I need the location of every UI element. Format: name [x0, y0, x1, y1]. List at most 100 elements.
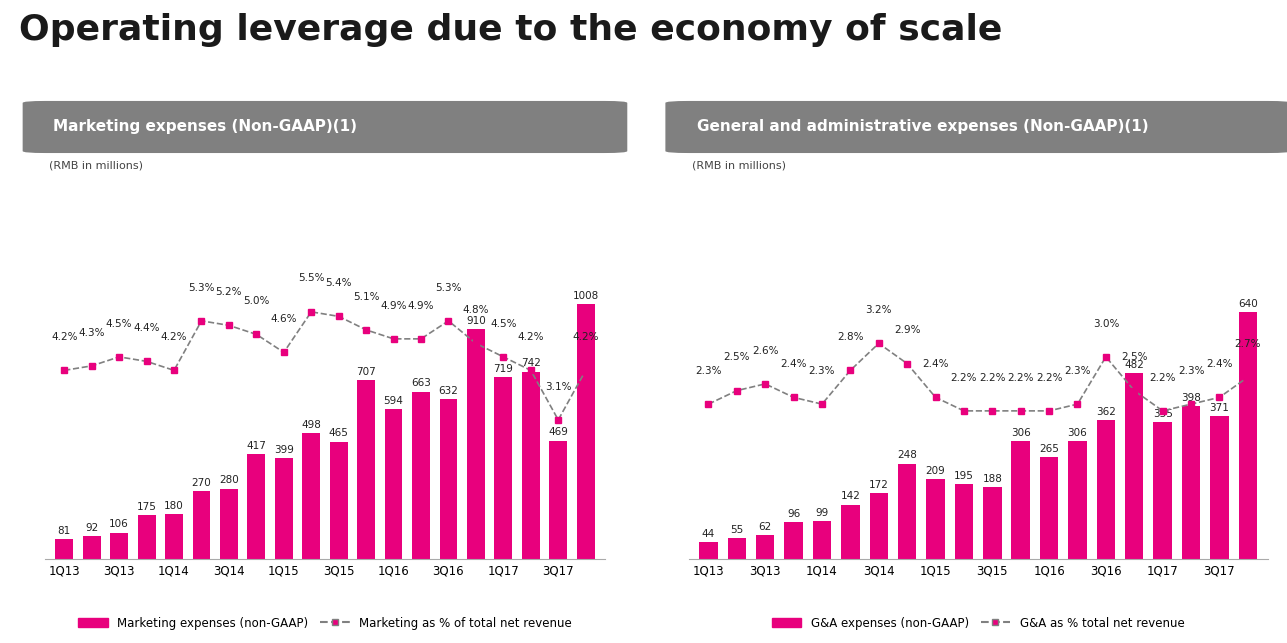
Text: 188: 188: [982, 474, 1003, 484]
Bar: [927, 479, 945, 559]
Bar: [412, 392, 430, 559]
Text: 663: 663: [411, 378, 431, 388]
Bar: [111, 532, 129, 559]
Text: 3.0%: 3.0%: [1093, 318, 1120, 329]
Bar: [494, 377, 512, 559]
Text: 4.9%: 4.9%: [381, 300, 407, 311]
Text: 270: 270: [192, 478, 211, 488]
Text: 707: 707: [356, 367, 376, 377]
Text: 2.6%: 2.6%: [752, 345, 779, 356]
Bar: [1097, 420, 1115, 559]
Bar: [955, 484, 973, 559]
Text: 96: 96: [786, 509, 801, 519]
Text: Operating leverage due to the economy of scale: Operating leverage due to the economy of…: [19, 13, 1003, 47]
Text: 4.4%: 4.4%: [134, 323, 160, 333]
Text: 1008: 1008: [573, 291, 598, 301]
Text: 640: 640: [1238, 299, 1257, 309]
Bar: [1125, 374, 1143, 559]
Text: 55: 55: [730, 525, 744, 535]
Text: 4.6%: 4.6%: [270, 314, 297, 324]
Text: 2.3%: 2.3%: [808, 366, 835, 376]
Text: 306: 306: [1068, 428, 1088, 438]
Text: 175: 175: [136, 502, 157, 512]
Bar: [1012, 441, 1030, 559]
Text: 3.1%: 3.1%: [544, 381, 571, 392]
Bar: [727, 538, 746, 559]
Text: 2.2%: 2.2%: [1008, 372, 1033, 383]
Bar: [699, 543, 718, 559]
Text: 594: 594: [384, 396, 404, 406]
Bar: [842, 505, 860, 559]
Text: 142: 142: [840, 491, 860, 502]
Legend: Marketing expenses (non-GAAP), Marketing as % of total net revenue: Marketing expenses (non-GAAP), Marketing…: [73, 612, 577, 635]
Bar: [329, 442, 347, 559]
Bar: [1238, 312, 1257, 559]
Bar: [1068, 441, 1086, 559]
Text: 209: 209: [925, 466, 946, 476]
Text: 2.2%: 2.2%: [951, 372, 977, 383]
Text: 2.5%: 2.5%: [1121, 352, 1148, 362]
Bar: [275, 458, 292, 559]
Text: 5.4%: 5.4%: [326, 278, 351, 288]
Bar: [898, 464, 916, 559]
Text: 632: 632: [439, 386, 458, 396]
Text: 44: 44: [701, 529, 716, 539]
Text: 62: 62: [758, 522, 772, 532]
Text: 2.4%: 2.4%: [1206, 359, 1233, 369]
Text: 5.5%: 5.5%: [299, 273, 324, 284]
Text: 482: 482: [1125, 360, 1144, 370]
Text: 5.2%: 5.2%: [216, 287, 242, 297]
Bar: [1210, 416, 1229, 559]
Text: 5.3%: 5.3%: [435, 282, 462, 293]
Text: 2.7%: 2.7%: [1234, 339, 1261, 349]
Text: 5.3%: 5.3%: [188, 282, 215, 293]
Text: General and administrative expenses (Non-GAAP)(1): General and administrative expenses (Non…: [698, 120, 1149, 134]
Bar: [440, 399, 457, 559]
Text: 280: 280: [219, 475, 239, 485]
Text: 4.2%: 4.2%: [51, 332, 77, 342]
Bar: [813, 521, 831, 559]
Text: 265: 265: [1039, 444, 1059, 454]
Text: 172: 172: [869, 480, 889, 490]
Text: 106: 106: [109, 520, 129, 529]
Text: (RMB in millions): (RMB in millions): [49, 161, 143, 171]
Text: 2.3%: 2.3%: [1178, 366, 1205, 376]
Text: 2.3%: 2.3%: [1064, 366, 1091, 376]
Text: 719: 719: [493, 364, 514, 374]
Text: 2.9%: 2.9%: [894, 325, 920, 335]
Text: 2.4%: 2.4%: [923, 359, 949, 369]
Text: 4.3%: 4.3%: [79, 327, 106, 338]
Text: 2.2%: 2.2%: [1149, 372, 1176, 383]
Text: 5.0%: 5.0%: [243, 296, 269, 306]
Text: Marketing expenses (Non-GAAP)(1): Marketing expenses (Non-GAAP)(1): [54, 120, 358, 134]
Text: 371: 371: [1210, 403, 1229, 413]
Text: 398: 398: [1181, 393, 1201, 403]
Bar: [193, 491, 210, 559]
Bar: [82, 536, 100, 559]
Text: 5.1%: 5.1%: [353, 291, 380, 302]
Text: 469: 469: [548, 428, 568, 437]
Text: 399: 399: [274, 445, 293, 455]
Text: 81: 81: [58, 526, 71, 536]
FancyBboxPatch shape: [665, 101, 1287, 153]
Bar: [302, 433, 320, 559]
Bar: [784, 522, 803, 559]
Text: 3.2%: 3.2%: [865, 305, 892, 315]
Text: 2.8%: 2.8%: [837, 332, 864, 342]
Text: 4.5%: 4.5%: [490, 318, 516, 329]
Bar: [521, 372, 539, 559]
Text: 4.8%: 4.8%: [462, 305, 489, 315]
Text: 498: 498: [301, 420, 322, 430]
Bar: [55, 539, 73, 559]
Bar: [220, 489, 238, 559]
Bar: [165, 514, 183, 559]
Bar: [870, 493, 888, 559]
Text: 4.9%: 4.9%: [408, 300, 434, 311]
Text: 180: 180: [165, 501, 184, 511]
Text: 910: 910: [466, 316, 485, 326]
Bar: [247, 454, 265, 559]
Text: 2.2%: 2.2%: [1036, 372, 1062, 383]
Bar: [1040, 457, 1058, 559]
Bar: [358, 381, 375, 559]
Text: (RMB in millions): (RMB in millions): [692, 161, 786, 171]
